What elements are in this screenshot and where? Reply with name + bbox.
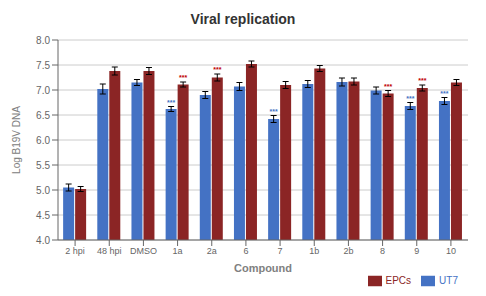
svg-text:***: ***	[270, 108, 278, 115]
svg-text:***: ***	[440, 90, 448, 97]
svg-text:48 hpi: 48 hpi	[97, 246, 122, 256]
svg-text:6.5: 6.5	[36, 110, 50, 121]
svg-text:***: ***	[406, 95, 414, 102]
svg-text:***: ***	[418, 77, 426, 84]
html-text:Viral replication: Viral replication	[190, 11, 296, 27]
svg-text:4.0: 4.0	[36, 235, 50, 246]
svg-text:10: 10	[446, 246, 456, 256]
svg-text:9: 9	[414, 246, 419, 256]
svg-text:8.0: 8.0	[36, 35, 50, 46]
svg-text:5.5: 5.5	[36, 160, 50, 171]
html-text:UT7: UT7	[439, 274, 458, 286]
svg-text:Compound: Compound	[234, 262, 292, 274]
svg-text:7.5: 7.5	[36, 60, 50, 71]
svg-text:2b: 2b	[343, 246, 353, 256]
html-text:EPCs: EPCs	[385, 274, 412, 286]
svg-text:7: 7	[278, 246, 283, 256]
svg-text:5.0: 5.0	[36, 185, 50, 196]
svg-text:8: 8	[380, 246, 385, 256]
svg-text:DMSO: DMSO	[130, 246, 157, 256]
svg-text:6: 6	[243, 246, 248, 256]
svg-text:***: ***	[213, 66, 221, 73]
svg-text:7.0: 7.0	[36, 85, 50, 96]
svg-text:2 hpi: 2 hpi	[65, 246, 85, 256]
svg-text:2a: 2a	[207, 246, 217, 256]
svg-text:Log B19V DNA: Log B19V DNA	[11, 106, 22, 174]
svg-text:1a: 1a	[173, 246, 183, 256]
svg-text:***: ***	[384, 83, 392, 90]
svg-text:***: ***	[167, 99, 175, 106]
svg-text:***: ***	[179, 74, 187, 81]
svg-text:4.5: 4.5	[36, 210, 50, 221]
svg-text:1b: 1b	[309, 246, 319, 256]
svg-text:6.0: 6.0	[36, 135, 50, 146]
